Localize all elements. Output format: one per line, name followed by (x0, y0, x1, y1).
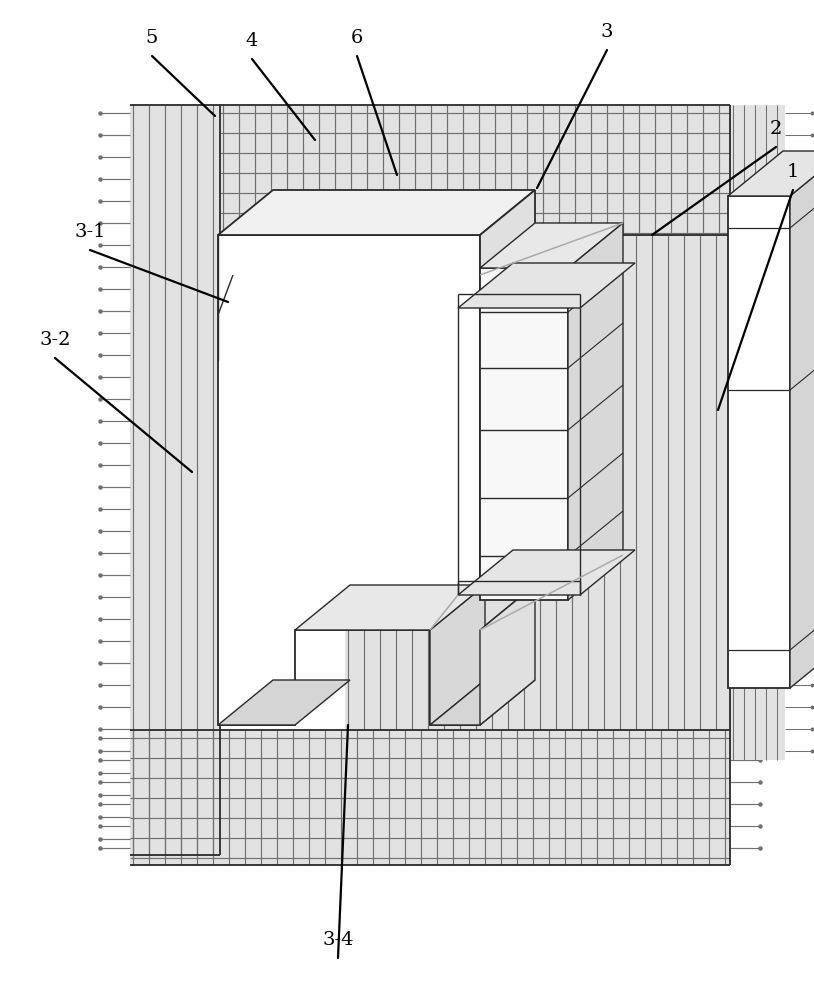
Text: 4: 4 (246, 32, 258, 50)
Text: 3-4: 3-4 (322, 931, 354, 949)
Text: 3: 3 (601, 23, 613, 41)
Polygon shape (430, 680, 535, 725)
Polygon shape (480, 223, 623, 268)
Bar (480, 268, 568, 600)
Polygon shape (430, 585, 485, 725)
Text: 2: 2 (770, 120, 782, 138)
Bar (220, 105, 730, 235)
Polygon shape (728, 151, 814, 196)
Polygon shape (218, 235, 480, 725)
Bar (130, 730, 730, 865)
Polygon shape (568, 223, 623, 600)
Polygon shape (295, 585, 485, 630)
Polygon shape (218, 680, 350, 725)
Bar (728, 196, 790, 688)
Text: 3-2: 3-2 (39, 331, 71, 349)
Bar (345, 235, 730, 730)
Text: 1: 1 (787, 163, 799, 181)
Bar (130, 105, 220, 855)
Bar (730, 105, 785, 760)
Text: 6: 6 (351, 29, 363, 47)
Polygon shape (458, 550, 635, 595)
Polygon shape (218, 190, 535, 235)
Polygon shape (790, 151, 814, 688)
Text: 3-1: 3-1 (74, 223, 106, 241)
Text: 5: 5 (146, 29, 158, 47)
Polygon shape (458, 263, 635, 308)
Polygon shape (480, 585, 535, 725)
Polygon shape (480, 190, 535, 630)
